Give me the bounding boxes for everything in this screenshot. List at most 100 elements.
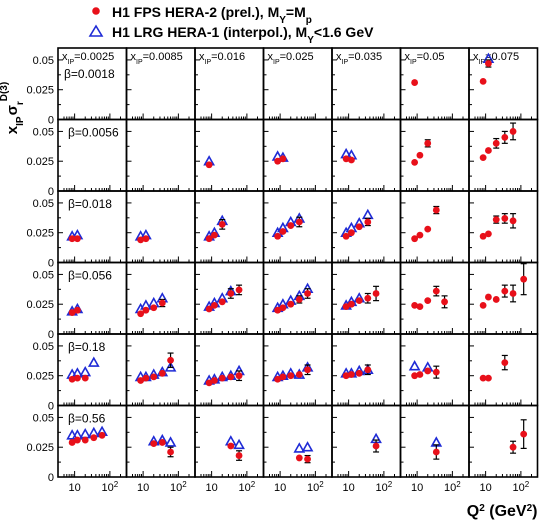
fps-point xyxy=(424,367,432,375)
fps-point xyxy=(432,448,440,456)
fps-point xyxy=(520,275,528,283)
lrg-point xyxy=(164,436,177,447)
fps-point xyxy=(416,371,424,378)
fps-point xyxy=(205,161,213,169)
fps-point xyxy=(342,372,350,380)
fps-point xyxy=(479,77,487,85)
y-tick-label: 0.05 xyxy=(33,55,54,67)
panel-frame xyxy=(262,404,333,478)
y-tick-label: 0.05 xyxy=(33,198,54,210)
beta-label: β=0.18 xyxy=(68,340,106,354)
y-tick-label: 0.025 xyxy=(26,228,54,240)
y-tick-label: 0 xyxy=(48,258,54,270)
fps-point xyxy=(279,304,287,312)
panel-frame xyxy=(399,118,470,192)
fps-point xyxy=(342,303,350,310)
fps-point xyxy=(355,223,363,231)
xip-label: xIP=0.035 xyxy=(336,51,382,66)
y-tick-label: 0.025 xyxy=(26,299,54,311)
fps-point xyxy=(416,303,424,310)
fps-point xyxy=(372,442,380,450)
fps-point xyxy=(485,293,492,301)
fps-point xyxy=(485,147,492,154)
fps-point xyxy=(205,235,213,243)
y-tick-label: 0 xyxy=(48,472,54,484)
x-tick-label: 10 xyxy=(479,482,491,494)
fps-point xyxy=(364,294,372,302)
fps-point xyxy=(74,235,81,243)
beta-label: β=0.0056 xyxy=(68,126,119,140)
y-tick-label: 0.05 xyxy=(33,269,54,281)
x-tick-label: 102 xyxy=(170,480,187,495)
fps-point xyxy=(432,287,440,295)
lrg-point xyxy=(79,366,92,377)
beta-label: β=0.0018 xyxy=(64,67,115,81)
fps-point xyxy=(342,232,350,240)
fps-point xyxy=(304,366,311,374)
x-tick-label: 10 xyxy=(205,482,217,494)
lrg-point xyxy=(79,427,92,439)
fps-point xyxy=(492,139,500,147)
fps-point xyxy=(411,302,419,309)
fps-point xyxy=(304,290,311,297)
fps-point xyxy=(279,373,287,381)
y-tick-label: 0.05 xyxy=(33,126,54,138)
fps-point xyxy=(227,442,235,450)
fps-point xyxy=(492,216,500,224)
xip-label: xIP=0.0025 xyxy=(62,51,114,66)
legend-entry-0: H1 FPS HERA-2 (prel.), MY=Mp xyxy=(112,4,312,26)
fps-point xyxy=(137,377,145,384)
fps-point xyxy=(342,155,350,163)
fps-point xyxy=(274,157,282,165)
panel-frame xyxy=(125,190,196,264)
fps-point xyxy=(411,372,419,380)
fps-point xyxy=(424,225,432,233)
fps-point xyxy=(485,374,492,382)
fps-point xyxy=(137,310,145,318)
fps-point xyxy=(287,222,295,229)
fps-point xyxy=(74,306,81,314)
fps-point xyxy=(142,374,150,382)
fps-point xyxy=(74,374,81,382)
lrg-point xyxy=(408,360,421,371)
fps-point xyxy=(485,60,492,67)
xip-label: xIP=0.025 xyxy=(268,51,314,66)
fps-point xyxy=(479,302,487,309)
fps-point xyxy=(279,228,287,235)
lrg-point xyxy=(233,438,245,450)
fps-point xyxy=(520,430,528,438)
y-tick-label: 0 xyxy=(48,401,54,413)
x-tick-label: 10 xyxy=(411,482,423,494)
fps-point xyxy=(501,133,509,141)
panel-frame xyxy=(262,118,333,192)
xip-label: xIP=0.0085 xyxy=(131,51,183,66)
fps-point xyxy=(211,377,218,384)
fps-point xyxy=(441,298,448,306)
fps-point xyxy=(279,155,287,163)
fps-point xyxy=(411,159,419,166)
fps-point xyxy=(424,297,432,305)
xip-label: xIP=0.075 xyxy=(473,51,519,66)
x-tick-label: 10 xyxy=(342,482,354,494)
lrg-point xyxy=(301,441,314,452)
panel-frame xyxy=(468,261,539,335)
fps-point xyxy=(287,372,295,380)
fps-point xyxy=(167,448,174,456)
fps-point xyxy=(235,452,243,459)
panel-frame xyxy=(331,190,402,264)
fps-point xyxy=(68,439,76,446)
fps-point xyxy=(416,151,424,159)
x-tick-label: 102 xyxy=(102,480,119,495)
fps-point xyxy=(479,232,487,240)
fps-point xyxy=(432,368,440,376)
fps-point xyxy=(348,300,355,308)
fps-point xyxy=(205,379,213,387)
x-tick-label: 10 xyxy=(274,482,286,494)
fps-point xyxy=(205,305,213,313)
fps-point xyxy=(150,440,158,448)
fps-point xyxy=(68,235,76,243)
panel-frame xyxy=(125,261,196,335)
fps-point xyxy=(304,455,311,463)
